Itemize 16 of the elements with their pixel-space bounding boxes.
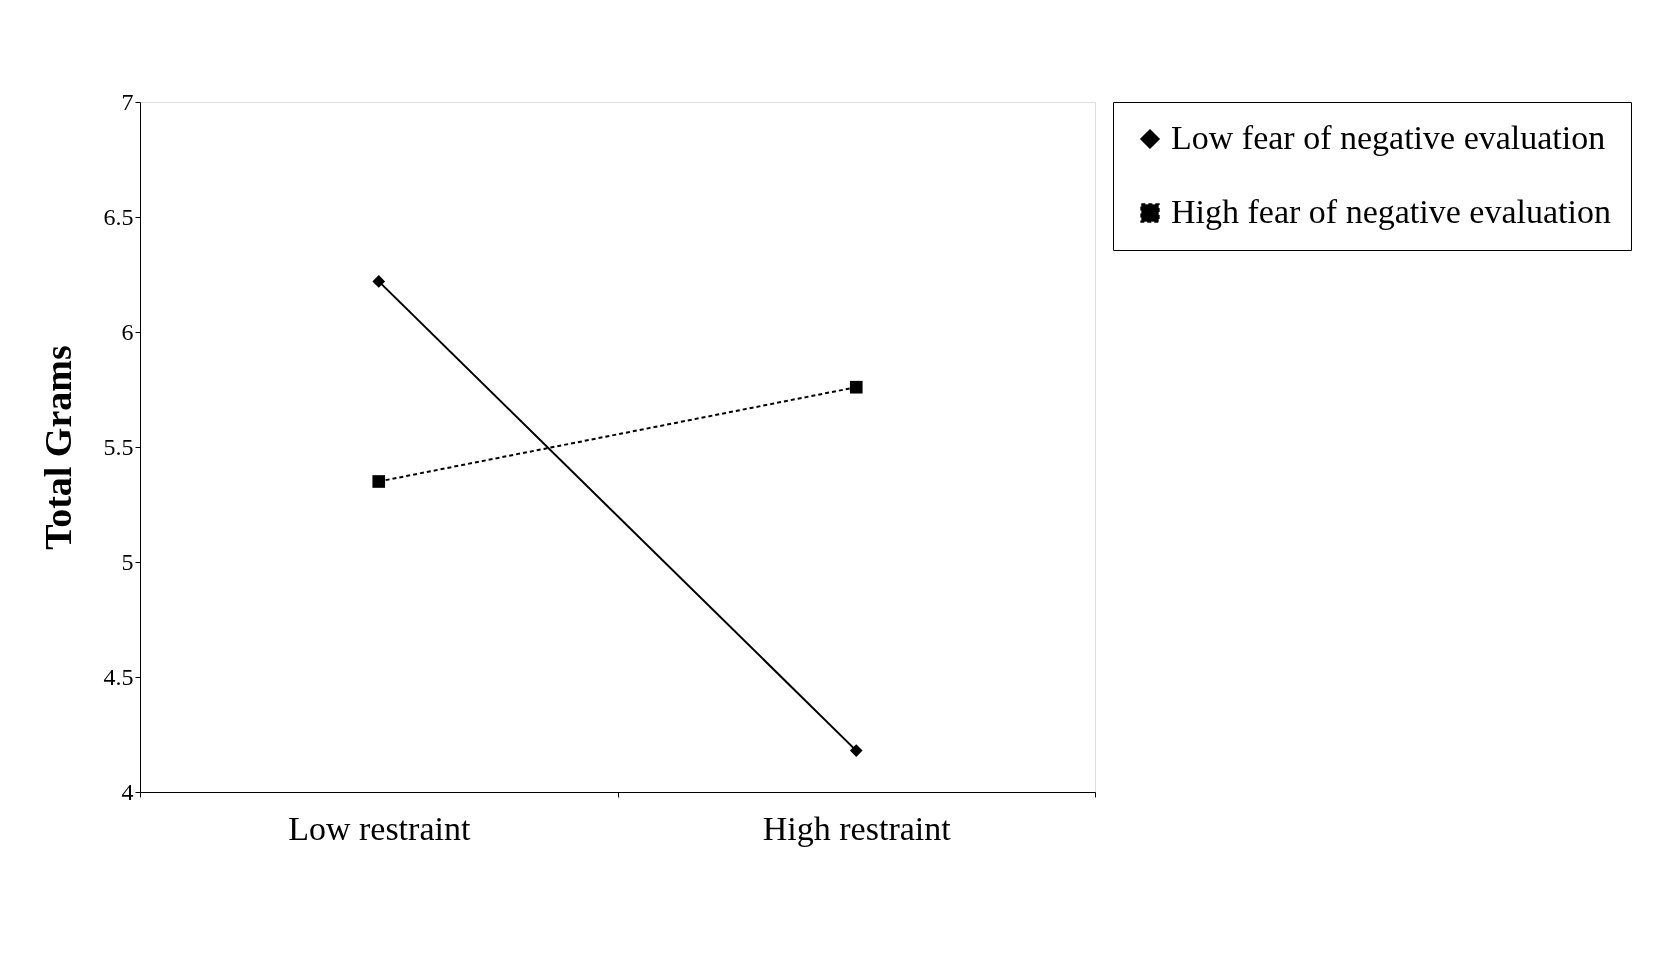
point — [372, 475, 386, 488]
legend-label: High fear of negative evaluation — [1171, 193, 1611, 230]
x-tick-label: High restraint — [762, 809, 952, 847]
point — [372, 275, 386, 288]
y-tick-label: 4 — [121, 778, 134, 805]
y-tick-label: 5.5 — [103, 433, 134, 460]
x-tick-label: Low restraint — [288, 809, 471, 847]
point — [849, 380, 863, 394]
legend-label: Low fear of negative evaluation — [1171, 119, 1606, 156]
y-tick-label: 6.5 — [103, 203, 134, 230]
y-tick-label: 7 — [121, 88, 134, 115]
y-tick-label: 4.5 — [103, 663, 134, 690]
point — [849, 744, 863, 757]
y-axis-title: Total Grams — [36, 345, 79, 550]
y-tick-label: 5 — [121, 548, 134, 575]
y-tick-label: 6 — [121, 318, 134, 345]
